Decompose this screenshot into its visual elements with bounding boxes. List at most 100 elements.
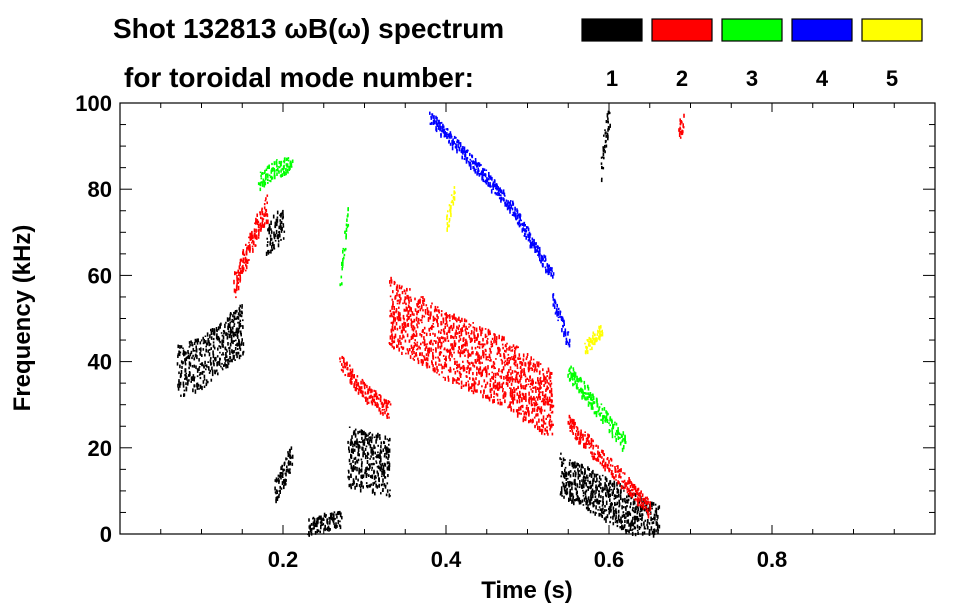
spectrum-point — [248, 259, 250, 261]
spectrum-point — [566, 477, 569, 480]
spectrum-point — [611, 427, 613, 432]
spectrum-point — [438, 330, 440, 334]
spectrum-point — [279, 472, 282, 477]
spectrum-point — [230, 320, 233, 323]
spectrum-point — [579, 500, 582, 503]
spectrum-point — [417, 306, 420, 309]
spectrum-point — [389, 343, 391, 345]
spectrum-point — [629, 490, 631, 496]
spectrum-point — [359, 445, 361, 449]
spectrum-point — [608, 127, 610, 131]
spectrum-point — [619, 483, 621, 487]
spectrum-point — [529, 420, 532, 423]
spectrum-point — [391, 336, 394, 339]
spectrum-point — [624, 497, 626, 503]
spectrum-point — [599, 455, 602, 458]
spectrum-point — [553, 303, 555, 306]
spectrum-point — [462, 146, 464, 150]
spectrum-point — [538, 387, 540, 392]
spectrum-point — [634, 526, 636, 530]
spectrum-point — [269, 241, 271, 246]
spectrum-point — [245, 265, 248, 270]
spectrum-point — [431, 113, 433, 116]
spectrum-point — [210, 357, 212, 360]
spectrum-point — [463, 367, 466, 372]
spectrum-point — [541, 262, 544, 267]
spectrum-point — [341, 357, 343, 359]
spectrum-point — [359, 488, 362, 493]
spectrum-point — [450, 335, 453, 338]
spectrum-point — [183, 389, 186, 392]
spectrum-point — [245, 263, 247, 267]
spectrum-point — [486, 178, 489, 183]
spectrum-point — [586, 347, 589, 349]
spectrum-point — [263, 223, 266, 228]
spectrum-point — [207, 361, 209, 363]
spectrum-point — [460, 385, 463, 389]
spectrum-point — [416, 323, 418, 327]
spectrum-point — [597, 458, 600, 462]
spectrum-point — [308, 531, 310, 534]
spectrum-point — [349, 364, 351, 367]
spectrum-point — [438, 309, 440, 312]
spectrum-point — [598, 407, 600, 411]
spectrum-point — [483, 168, 486, 171]
spectrum-point — [419, 346, 421, 350]
legend-swatch-2 — [651, 18, 713, 42]
spectrum-point — [188, 361, 191, 366]
spectrum-point — [589, 401, 591, 405]
x-tick-label: 0.2 — [268, 547, 299, 572]
spectrum-point — [532, 380, 534, 385]
spectrum-point — [641, 513, 644, 517]
spectrum-point — [626, 511, 629, 513]
spectrum-point — [656, 519, 658, 521]
spectrum-point — [362, 380, 364, 385]
spectrum-point — [480, 332, 482, 337]
spectrum-point — [383, 441, 386, 445]
spectrum-point — [682, 123, 684, 128]
spectrum-point — [256, 236, 258, 240]
spectrum-point — [437, 316, 439, 320]
spectrum-point — [475, 168, 477, 171]
spectrum-point — [561, 494, 563, 497]
spectrum-point — [643, 499, 646, 502]
spectrum-point — [625, 501, 627, 504]
spectrum-point — [186, 376, 188, 381]
spectrum-point — [657, 506, 660, 511]
spectrum-point — [492, 375, 494, 380]
spectrum-point — [467, 383, 470, 387]
spectrum-point — [335, 513, 337, 516]
spectrum-point — [641, 493, 644, 497]
spectrum-point — [679, 122, 682, 126]
spectrum-point — [511, 378, 514, 383]
spectrum-point — [287, 451, 289, 454]
spectrum-point — [512, 202, 515, 206]
spectrum-point — [502, 337, 504, 341]
spectrum-point — [467, 352, 470, 355]
spectrum-point — [262, 218, 265, 220]
spectrum-point — [634, 515, 637, 520]
spectrum-point — [618, 481, 620, 484]
spectrum-point — [497, 192, 499, 196]
spectrum-point — [453, 340, 456, 344]
spectrum-point — [360, 431, 363, 436]
spectrum-point — [638, 526, 641, 530]
spectrum-point — [505, 204, 508, 207]
spectrum-point — [373, 444, 375, 450]
spectrum-point — [487, 358, 489, 361]
spectrum-point — [600, 478, 602, 481]
spectrum-point — [272, 170, 274, 172]
spectrum-point — [577, 381, 580, 383]
spectrum-point — [229, 316, 231, 321]
spectrum-point — [587, 503, 589, 507]
spectrum-point — [582, 437, 584, 441]
spectrum-point — [489, 383, 491, 388]
spectrum-point — [496, 383, 498, 389]
spectrum-point — [418, 322, 420, 325]
spectrum-point — [540, 380, 543, 385]
spectrum-point — [517, 371, 520, 374]
spectrum-point — [639, 492, 641, 497]
spectrum-point — [634, 494, 637, 498]
spectrum-point — [217, 335, 219, 341]
spectrum-point — [256, 213, 258, 217]
